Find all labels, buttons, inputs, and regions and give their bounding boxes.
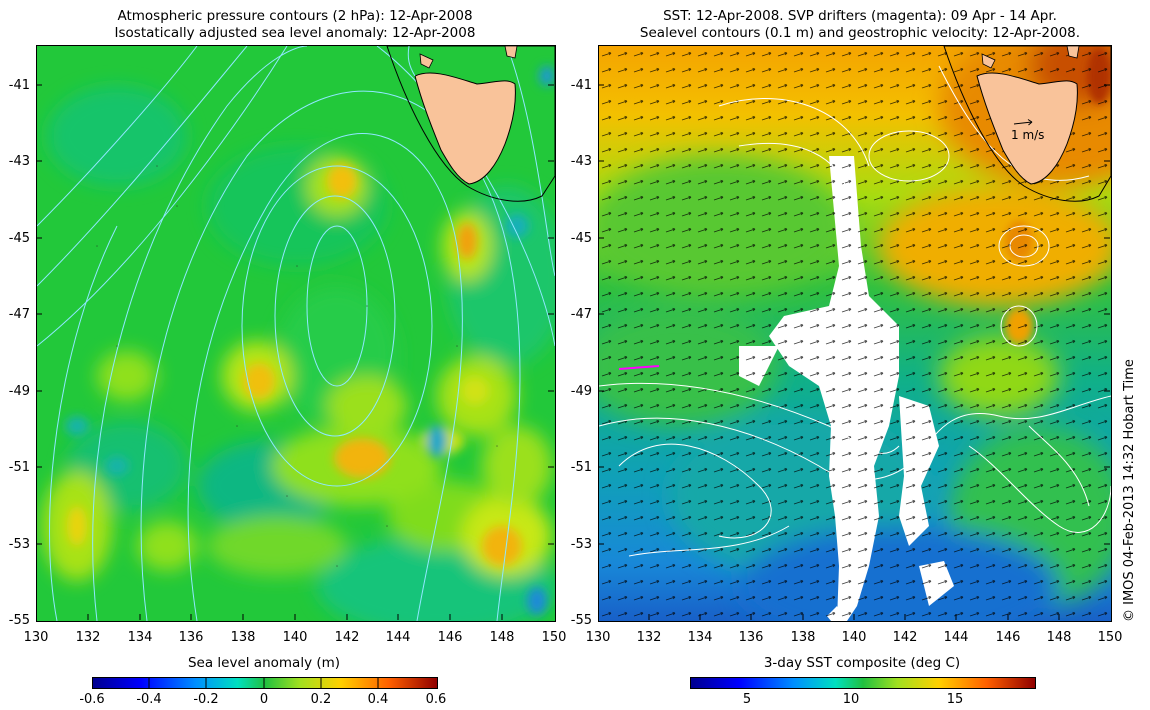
shelf-contour xyxy=(386,46,555,202)
x-tick: 140 xyxy=(841,630,867,645)
y-tick: -53 xyxy=(570,537,592,552)
y-tick: -55 xyxy=(570,613,592,628)
x-tick: 138 xyxy=(790,630,816,645)
flinders-island-land xyxy=(504,46,518,59)
shelf-contour-right xyxy=(943,46,1111,202)
left-colorbar-title: Sea level anomaly (m) xyxy=(187,655,341,671)
sst-colorbar xyxy=(690,677,1036,689)
colorbar-tick-label: 0.6 xyxy=(425,692,447,707)
y-tick: -45 xyxy=(570,231,592,246)
x-tick: 134 xyxy=(687,630,713,645)
x-tick: 134 xyxy=(127,630,153,645)
x-tick: 144 xyxy=(385,630,411,645)
x-tick: 148 xyxy=(1046,630,1072,645)
x-tick: 130 xyxy=(585,630,611,645)
sea-level-colorbar xyxy=(92,677,438,689)
y-tick: -55 xyxy=(8,613,30,628)
right-colorbar-title: 3-day SST composite (deg C) xyxy=(763,655,961,671)
x-tick: 130 xyxy=(23,630,49,645)
velocity-scale: 1 m/s xyxy=(1011,119,1044,142)
y-tick: -47 xyxy=(570,307,592,322)
colorbar-tick-label: 0.2 xyxy=(310,692,332,707)
sst-map[interactable]: 1 m/s xyxy=(598,45,1112,622)
x-tick: 132 xyxy=(636,630,662,645)
y-tick: -41 xyxy=(570,78,592,93)
sea-level-anomaly-map[interactable] xyxy=(36,45,556,622)
king-island-land xyxy=(419,53,434,69)
left-title-line2: Isostatically adjusted sea level anomaly… xyxy=(114,25,476,41)
dots xyxy=(96,165,498,567)
x-tick: 144 xyxy=(943,630,969,645)
colorbar-tick-label: -0.4 xyxy=(136,692,162,707)
x-tick: 136 xyxy=(178,630,204,645)
y-tick: -43 xyxy=(570,154,592,169)
colorbar-tick-label: 5 xyxy=(742,692,752,707)
flinders-island-land-right xyxy=(1066,46,1080,59)
left-title-line1: Atmospheric pressure contours (2 hPa): 1… xyxy=(117,8,473,24)
velocity-scale-label: 1 m/s xyxy=(1011,128,1044,142)
y-tick: -51 xyxy=(570,460,592,475)
pressure-contours xyxy=(37,46,555,621)
svp-drifter-track xyxy=(618,365,660,370)
tasmania-land xyxy=(414,72,516,185)
y-tick: -51 xyxy=(8,460,30,475)
sealevel-contours xyxy=(599,65,1111,557)
y-tick: -47 xyxy=(8,307,30,322)
colorbar-tick-label: 0 xyxy=(259,692,269,707)
x-tick: 146 xyxy=(437,630,463,645)
left-title: Atmospheric pressure contours (2 hPa): 1… xyxy=(36,8,554,42)
x-tick: 150 xyxy=(1097,630,1123,645)
right-title: SST: 12-Apr-2008. SVP drifters (magenta)… xyxy=(590,8,1130,42)
y-tick: -49 xyxy=(8,384,30,399)
right-title-line1: SST: 12-Apr-2008. SVP drifters (magenta)… xyxy=(663,8,1057,24)
x-tick: 140 xyxy=(282,630,308,645)
colorbar-tick-label: -0.2 xyxy=(193,692,219,707)
x-tick: 150 xyxy=(541,630,567,645)
y-tick: -53 xyxy=(8,537,30,552)
y-tick: -43 xyxy=(8,154,30,169)
colorbar-tick-label: 10 xyxy=(842,692,860,707)
y-tick: -49 xyxy=(570,384,592,399)
x-tick: 142 xyxy=(892,630,918,645)
x-tick: 142 xyxy=(334,630,360,645)
right-title-line2: Sealevel contours (0.1 m) and geostrophi… xyxy=(639,25,1081,41)
y-tick: -45 xyxy=(8,231,30,246)
king-island-land-right xyxy=(981,53,996,69)
anomaly-highs xyxy=(65,66,555,615)
tasmania-land-right xyxy=(976,72,1078,185)
x-tick: 136 xyxy=(738,630,764,645)
sea-level-anomaly-svg xyxy=(37,46,555,621)
colorbar-tick-label: 0.4 xyxy=(367,692,389,707)
x-tick: 132 xyxy=(75,630,101,645)
sst-svg: 1 m/s xyxy=(599,46,1111,621)
x-tick: 146 xyxy=(995,630,1021,645)
y-tick: -41 xyxy=(8,78,30,93)
x-tick: 138 xyxy=(230,630,256,645)
x-tick: 148 xyxy=(489,630,515,645)
colorbar-tick-label: -0.6 xyxy=(79,692,105,707)
colorbar-tick-label: 15 xyxy=(946,692,964,707)
